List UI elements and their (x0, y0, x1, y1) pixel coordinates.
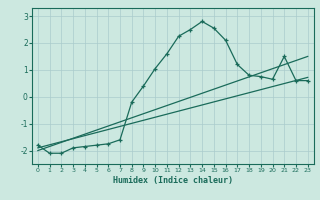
X-axis label: Humidex (Indice chaleur): Humidex (Indice chaleur) (113, 176, 233, 185)
